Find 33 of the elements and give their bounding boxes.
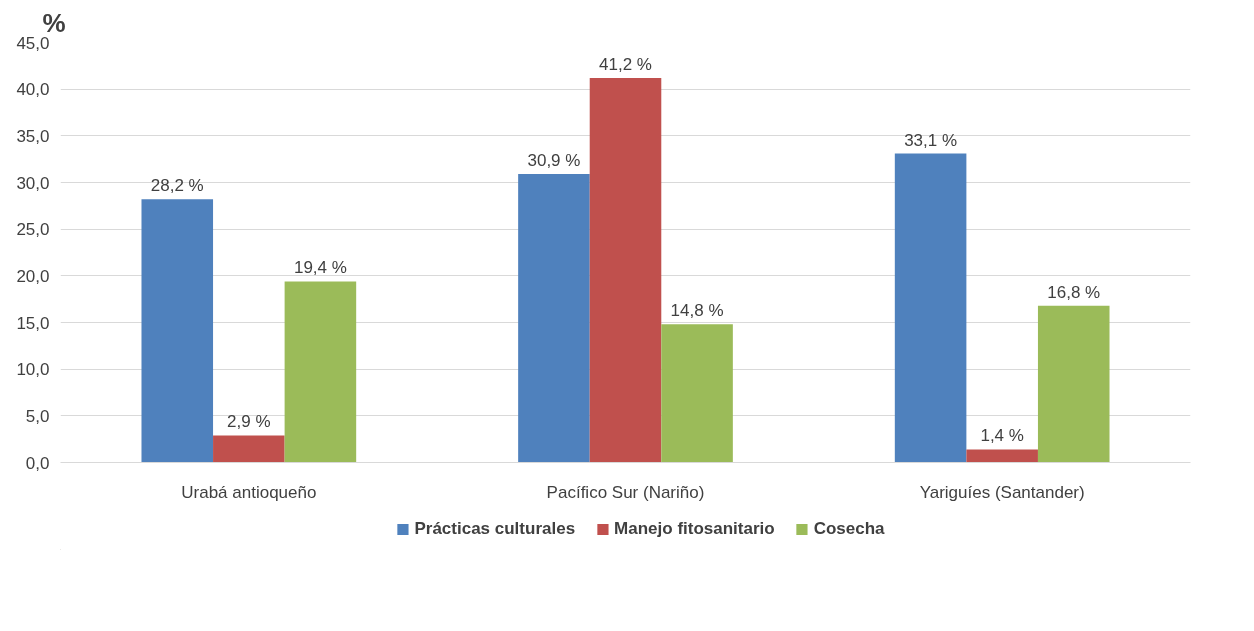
y-tick-label: 20,0 [16,266,50,286]
legend-label: Manejo fitosanitario [614,519,775,539]
bar [589,77,662,463]
y-tick-label: 10,0 [16,360,50,380]
x-tick-label: Urabá antioqueño [181,482,317,502]
data-label: 16,8 % [1047,282,1101,302]
y-tick-label: 35,0 [16,126,50,146]
bar [894,153,967,463]
y-tick-label: 5,0 [25,406,50,426]
data-label: 1,4 % [980,426,1024,446]
data-label: 30,9 % [527,151,581,171]
bar [284,281,357,463]
data-label: 19,4 % [293,258,347,278]
data-label: 28,2 % [150,176,204,196]
x-tick-label: Pacífico Sur (Nariño) [546,482,705,502]
data-label: 2,9 % [227,412,271,432]
data-label: 14,8 % [670,301,724,321]
y-tick-label: 15,0 [16,313,50,333]
data-label: 41,2 % [599,54,652,74]
bar [1037,305,1110,463]
y-tick-label: 40,0 [16,80,50,100]
bar [661,324,733,463]
data-label: 33,1 % [904,130,958,150]
legend-label: Cosecha [813,519,885,539]
bar [213,435,285,463]
bar [141,199,214,463]
y-tick-label: 30,0 [16,173,50,193]
bar [518,174,590,463]
legend-label: Prácticas culturales [414,519,576,539]
bar [966,449,1038,463]
y-tick-label: 25,0 [16,220,50,240]
x-tick-label: Yariguíes (Santander) [919,482,1085,502]
y-tick-label: 0,0 [25,453,50,473]
